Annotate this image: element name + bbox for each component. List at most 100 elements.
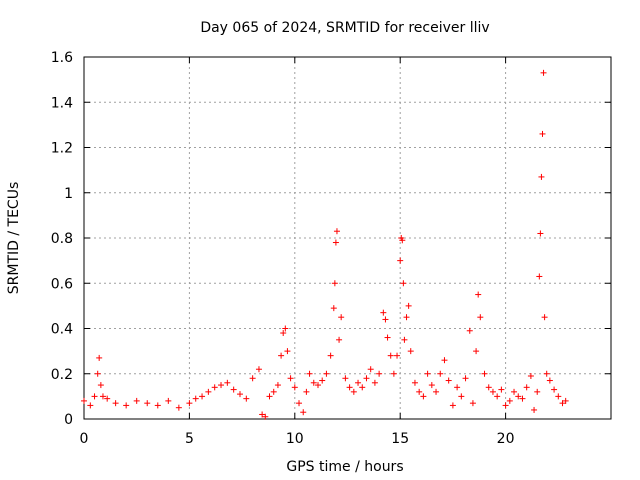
data-point — [259, 411, 266, 418]
data-point — [287, 375, 294, 382]
data-point — [224, 379, 231, 386]
data-point — [441, 357, 448, 364]
y-tick-label: 1.4 — [51, 95, 73, 111]
data-point — [475, 291, 482, 298]
data-point — [458, 393, 465, 400]
data-point — [266, 393, 273, 400]
y-tick-label: 1 — [64, 186, 73, 202]
data-point — [291, 384, 298, 391]
data-point — [537, 230, 544, 237]
data-point — [359, 384, 366, 391]
data-point — [314, 382, 321, 389]
x-tick-label: 0 — [80, 431, 89, 447]
data-point — [437, 370, 444, 377]
data-point — [327, 352, 334, 359]
data-point — [236, 391, 243, 398]
data-point — [400, 280, 407, 287]
data-point — [363, 375, 370, 382]
data-point — [454, 384, 461, 391]
data-point — [97, 382, 104, 389]
x-tick-label: 15 — [391, 431, 409, 447]
data-point — [165, 397, 172, 404]
data-point — [399, 237, 406, 244]
data-point — [186, 400, 193, 407]
data-point — [539, 130, 546, 137]
data-point — [331, 280, 338, 287]
data-point — [303, 388, 310, 395]
data-point — [367, 366, 374, 373]
data-point — [99, 393, 106, 400]
data-point — [218, 382, 225, 389]
data-point — [270, 388, 277, 395]
data-point — [249, 375, 256, 382]
data-point — [355, 379, 362, 386]
y-tick-label: 1.6 — [51, 50, 73, 66]
chart-title: Day 065 of 2024, SRMTID for receiver lli… — [200, 20, 489, 36]
data-point — [416, 388, 423, 395]
axis-ticks: 0 0.2 0.4 0.6 0.8 1 1.2 1.4 1.6 0 5 10 15 20 — [51, 50, 611, 447]
data-point — [380, 309, 387, 316]
data-point — [538, 173, 545, 180]
data-point — [485, 384, 492, 391]
data-point — [333, 228, 340, 235]
data-point — [506, 397, 513, 404]
data-point — [123, 402, 130, 409]
data-point — [543, 370, 550, 377]
y-tick-label: 0.4 — [51, 322, 73, 338]
data-point — [515, 393, 522, 400]
data-point — [255, 366, 262, 373]
data-point — [346, 384, 353, 391]
data-point — [230, 386, 237, 393]
data-point — [546, 377, 553, 384]
data-point — [382, 316, 389, 323]
data-point — [323, 370, 330, 377]
data-point — [403, 314, 410, 321]
data-point — [536, 273, 543, 280]
data-point — [502, 402, 509, 409]
data-point — [387, 352, 394, 359]
data-point — [559, 400, 566, 407]
data-point — [433, 388, 440, 395]
data-point — [336, 336, 343, 343]
data-point — [531, 406, 538, 413]
data-point — [350, 388, 357, 395]
data-point — [205, 388, 212, 395]
x-tick-label: 10 — [286, 431, 304, 447]
y-tick-label: 0 — [64, 412, 73, 428]
data-point — [332, 239, 339, 246]
data-point — [211, 384, 218, 391]
data-point — [411, 379, 418, 386]
data-point — [473, 348, 480, 355]
data-point — [192, 395, 199, 402]
data-point — [394, 352, 401, 359]
data-point — [94, 370, 101, 377]
data-point — [424, 370, 431, 377]
data-point — [551, 386, 558, 393]
data-point — [296, 400, 303, 407]
data-point — [278, 352, 285, 359]
data-point — [306, 370, 313, 377]
data-point — [523, 384, 530, 391]
y-tick-label: 0.8 — [51, 231, 73, 247]
data-point — [319, 377, 326, 384]
data-point — [112, 400, 119, 407]
x-axis-label: GPS time / hours — [286, 459, 403, 475]
data-point — [428, 382, 435, 389]
data-point — [405, 302, 412, 309]
y-axis-label: SRMTID / TECUs — [6, 182, 22, 295]
data-point — [282, 325, 289, 332]
data-point — [397, 257, 404, 264]
data-point — [562, 397, 569, 404]
data-point — [445, 377, 452, 384]
y-tick-label: 0.6 — [51, 276, 73, 292]
data-point — [300, 409, 307, 416]
data-point — [243, 395, 250, 402]
data-point — [494, 393, 501, 400]
data-points — [81, 69, 569, 420]
data-point — [555, 393, 562, 400]
y-tick-label: 1.2 — [51, 141, 73, 157]
data-point — [371, 379, 378, 386]
data-point — [310, 379, 317, 386]
